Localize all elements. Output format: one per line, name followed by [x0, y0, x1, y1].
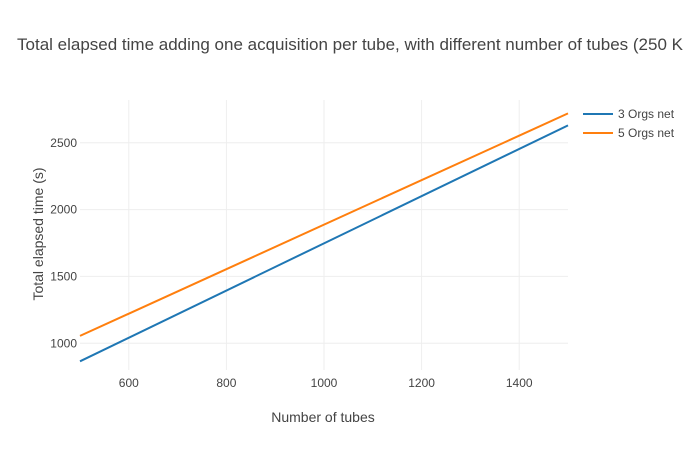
series-line — [79, 124, 569, 363]
y-axis-ticks: 1000 1500 2000 2500 — [50, 136, 77, 350]
y-tick-label: 2000 — [50, 203, 77, 217]
series-line — [79, 112, 569, 337]
grid — [80, 100, 568, 370]
x-axis-ticks: 600 800 1000 1200 1400 — [119, 376, 533, 390]
legend-label: 3 Orgs net — [618, 107, 675, 121]
x-tick-label: 1200 — [408, 376, 435, 390]
y-axis-title: Total elapsed time (s) — [30, 167, 46, 300]
x-tick-label: 600 — [119, 376, 139, 390]
chart-title: Total elapsed time adding one acquisitio… — [17, 35, 684, 54]
series-lines — [79, 112, 569, 363]
y-tick-label: 1500 — [50, 269, 77, 283]
legend: 3 Orgs net 5 Orgs net — [583, 107, 675, 140]
y-tick-label: 2500 — [50, 136, 77, 150]
x-axis-title: Number of tubes — [271, 409, 375, 425]
y-tick-label: 1000 — [50, 336, 77, 350]
legend-label: 5 Orgs net — [618, 126, 675, 140]
x-tick-label: 800 — [216, 376, 236, 390]
x-tick-label: 1400 — [506, 376, 533, 390]
x-tick-label: 1000 — [311, 376, 338, 390]
